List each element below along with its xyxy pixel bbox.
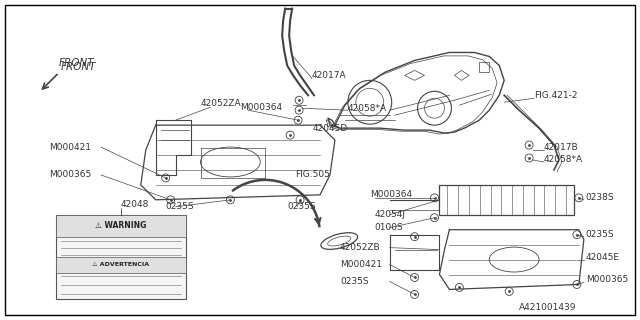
Text: M000421: M000421 [49,142,91,152]
Text: 42045D: 42045D [312,124,348,132]
Text: 42058*A: 42058*A [348,104,387,113]
Text: 0238S: 0238S [586,193,614,202]
Text: 42017B: 42017B [544,142,579,152]
Bar [440,185,574,215]
Text: A421001439: A421001439 [519,303,577,312]
Text: 42052ZB: 42052ZB [340,243,381,252]
Text: M000365: M000365 [586,275,628,284]
Text: 42045E: 42045E [586,253,620,262]
Text: ⚠ WARNING: ⚠ WARNING [95,221,147,230]
Bar [56,257,186,273]
Text: 0235S: 0235S [340,277,369,286]
Text: M000364: M000364 [241,103,282,112]
Text: 42054J: 42054J [375,210,406,219]
Bar [56,215,186,237]
Text: 0235S: 0235S [586,230,614,239]
Text: M000364: M000364 [370,190,412,199]
Text: 0235S: 0235S [287,202,316,211]
Text: FRONT: FRONT [61,62,97,72]
Text: FIG.421-2: FIG.421-2 [534,91,577,100]
Text: 42052ZA: 42052ZA [200,99,241,108]
Text: M000421: M000421 [340,260,382,269]
Text: 0235S: 0235S [166,202,195,211]
Text: 0100S: 0100S [375,223,403,232]
Bar [479,62,489,72]
Text: FRONT: FRONT [59,58,95,68]
Bar [56,215,186,300]
Text: 42048: 42048 [121,200,149,209]
Text: FIG.505: FIG.505 [295,171,330,180]
Text: M000365: M000365 [49,171,92,180]
Text: 42017A: 42017A [312,71,347,80]
Text: 42058*A: 42058*A [544,156,583,164]
Text: ⚠ ADVERTENCIA: ⚠ ADVERTENCIA [92,262,149,267]
